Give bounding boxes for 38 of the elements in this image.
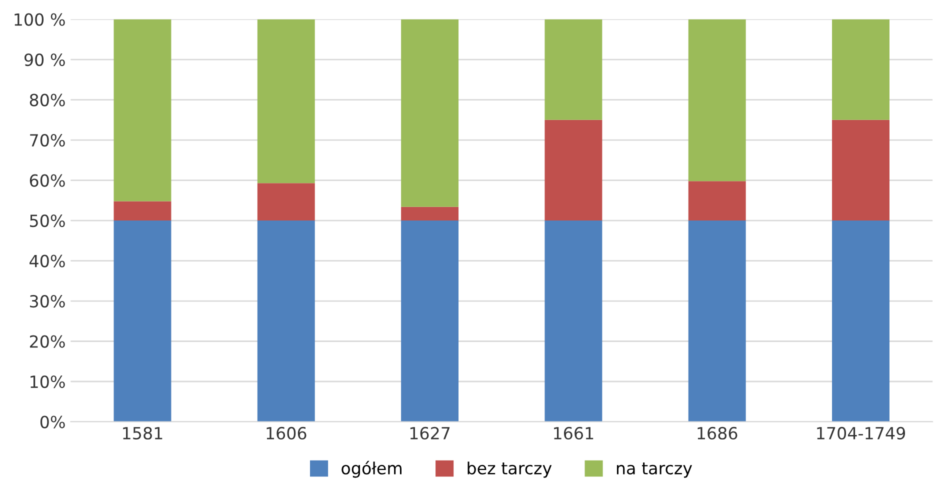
x-tick-label: 1581 xyxy=(123,426,162,440)
y-tick-label: 20% xyxy=(30,335,65,348)
bar xyxy=(257,220,315,422)
bar xyxy=(257,19,315,184)
legend-label: na tarczy xyxy=(616,462,692,478)
x-tick-label: 1704-1749 xyxy=(817,426,906,440)
y-tick-label: 0% xyxy=(40,416,65,428)
bar xyxy=(688,19,746,182)
y-tick-label: 30% xyxy=(30,294,65,308)
bar xyxy=(832,220,890,422)
legend-label: ogółem xyxy=(342,460,402,478)
y-tick-label: 80% xyxy=(30,94,65,106)
x-tick-label: 1627 xyxy=(410,426,450,440)
bar xyxy=(114,201,172,221)
bar xyxy=(544,220,602,422)
bar xyxy=(114,19,172,202)
bar xyxy=(544,19,602,120)
bar xyxy=(544,120,602,221)
y-tick-label: 100 % xyxy=(14,13,65,26)
bar xyxy=(688,220,746,422)
x-tick-label: 1686 xyxy=(698,426,738,440)
y-tick-label: 90 % xyxy=(24,53,65,66)
y-tick-label: 10% xyxy=(30,375,65,388)
legend-label: bez tarczy xyxy=(468,462,552,478)
bar xyxy=(401,206,459,221)
bar xyxy=(832,120,890,221)
bar xyxy=(257,183,315,221)
bar xyxy=(114,220,172,422)
bar xyxy=(688,181,746,221)
y-tick-label: 70% xyxy=(30,134,65,147)
bar xyxy=(401,220,459,422)
y-tick-label: 50% xyxy=(30,214,65,228)
y-tick-label: 40% xyxy=(30,254,65,268)
bar xyxy=(832,19,890,120)
x-tick-label: 1661 xyxy=(554,426,594,440)
y-tick-label: 60% xyxy=(30,174,65,187)
x-tick-label: 1606 xyxy=(266,426,306,440)
bar xyxy=(401,19,459,207)
